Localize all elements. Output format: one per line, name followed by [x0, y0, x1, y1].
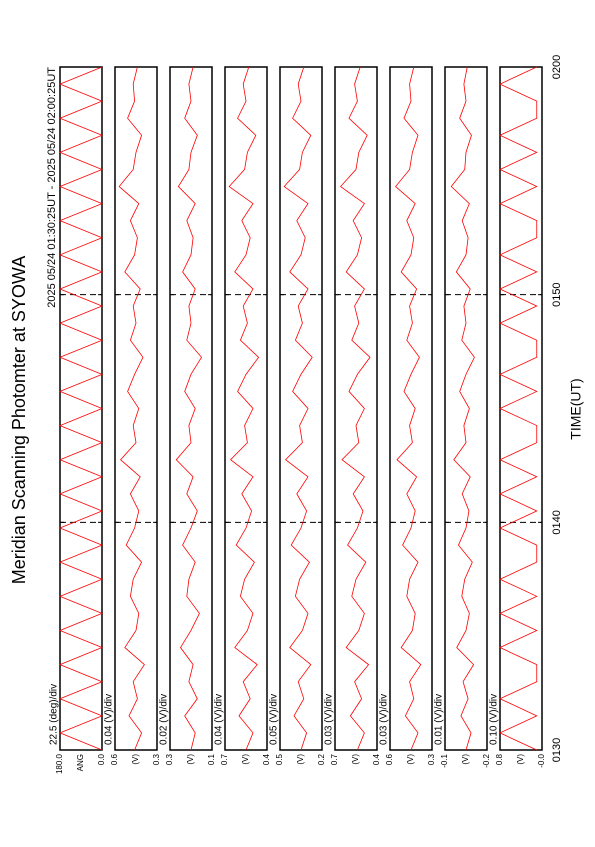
- panel-scale-label: 0.05 (V)/div: [269, 694, 280, 745]
- y-axis-label: (V): [241, 754, 250, 765]
- chart: Meridian Scanning Photomter at SYOWA 202…: [9, 55, 584, 774]
- y-tick-label: 0.2: [317, 753, 326, 765]
- y-tick-label: 0.0: [97, 753, 106, 765]
- panel-frame: [279, 66, 323, 751]
- panel-frame: [444, 66, 488, 751]
- y-axis-label: (V): [516, 754, 525, 765]
- panel-scale-label: 0.03 (V)/div: [324, 694, 335, 745]
- y-tick-label: 0.3: [427, 753, 436, 765]
- y-tick-label: 0.6: [110, 753, 119, 765]
- panel-scale-label: 0.04 (V)/div: [214, 694, 225, 745]
- y-tick-label: -0.1: [440, 753, 449, 767]
- panel-frame: [499, 66, 543, 751]
- x-tick-label: 0140: [551, 510, 563, 534]
- y-axis-label: (V): [406, 754, 415, 765]
- y-tick-label: 0.4: [262, 753, 271, 765]
- y-axis-label: (V): [131, 754, 140, 765]
- y-tick-label: 0.7: [220, 753, 229, 765]
- panel-frame: [114, 66, 158, 751]
- data-line: [450, 66, 475, 751]
- data-line: [395, 66, 422, 751]
- panel-frame: [389, 66, 433, 751]
- panel-frame: [224, 66, 268, 751]
- y-tick-label: 0.4: [372, 753, 381, 765]
- panel-scale-label: 0.02 (V)/div: [159, 694, 170, 745]
- y-axis-label: ANG: [76, 754, 85, 771]
- y-tick-label: 0.3: [152, 753, 161, 765]
- y-axis-label: (V): [296, 754, 305, 765]
- panel-scale-label: 0.03 (V)/div: [379, 694, 390, 745]
- y-axis-label: (V): [461, 754, 470, 765]
- x-tick-label: 0150: [551, 282, 563, 306]
- data-line: [340, 66, 371, 751]
- y-tick-label: 0.5: [275, 753, 284, 765]
- y-axis-label: (V): [186, 754, 195, 765]
- panel-scale-label: 0.10 (V)/div: [489, 694, 500, 745]
- y-tick-label: 0.7: [330, 753, 339, 765]
- panel-scale-label: 0.04 (V)/div: [104, 694, 115, 745]
- x-tick-label: 0200: [551, 55, 563, 79]
- panel-frame: [169, 66, 213, 751]
- y-tick-label: 180.0: [55, 753, 64, 774]
- chart-title: Meridian Scanning Photomter at SYOWA: [9, 256, 29, 584]
- data-line: [58, 66, 104, 751]
- y-axis-label: (V): [351, 754, 360, 765]
- x-tick-label: 0130: [551, 738, 563, 762]
- y-tick-label: -0.2: [482, 753, 491, 767]
- x-axis-label: TIME(UT): [568, 378, 584, 439]
- panel-scale-label: 0.01 (V)/div: [434, 694, 445, 745]
- data-line: [118, 66, 145, 751]
- data-line: [499, 66, 538, 751]
- y-tick-label: 0.1: [207, 753, 216, 765]
- panel-scale-label: 22.5 (deg)/div: [49, 684, 60, 745]
- chart-subtitle: 2025 05/24 01:30:25UT - 2025 05/24 02:00…: [46, 67, 58, 308]
- y-tick-label: -0.0: [537, 753, 546, 767]
- data-line: [228, 66, 260, 751]
- panel-frame: [59, 66, 103, 751]
- y-tick-label: 0.8: [495, 753, 504, 765]
- y-tick-label: 0.3: [165, 753, 174, 765]
- data-line: [283, 66, 313, 751]
- y-tick-label: 0.6: [385, 753, 394, 765]
- data-line: [175, 66, 202, 751]
